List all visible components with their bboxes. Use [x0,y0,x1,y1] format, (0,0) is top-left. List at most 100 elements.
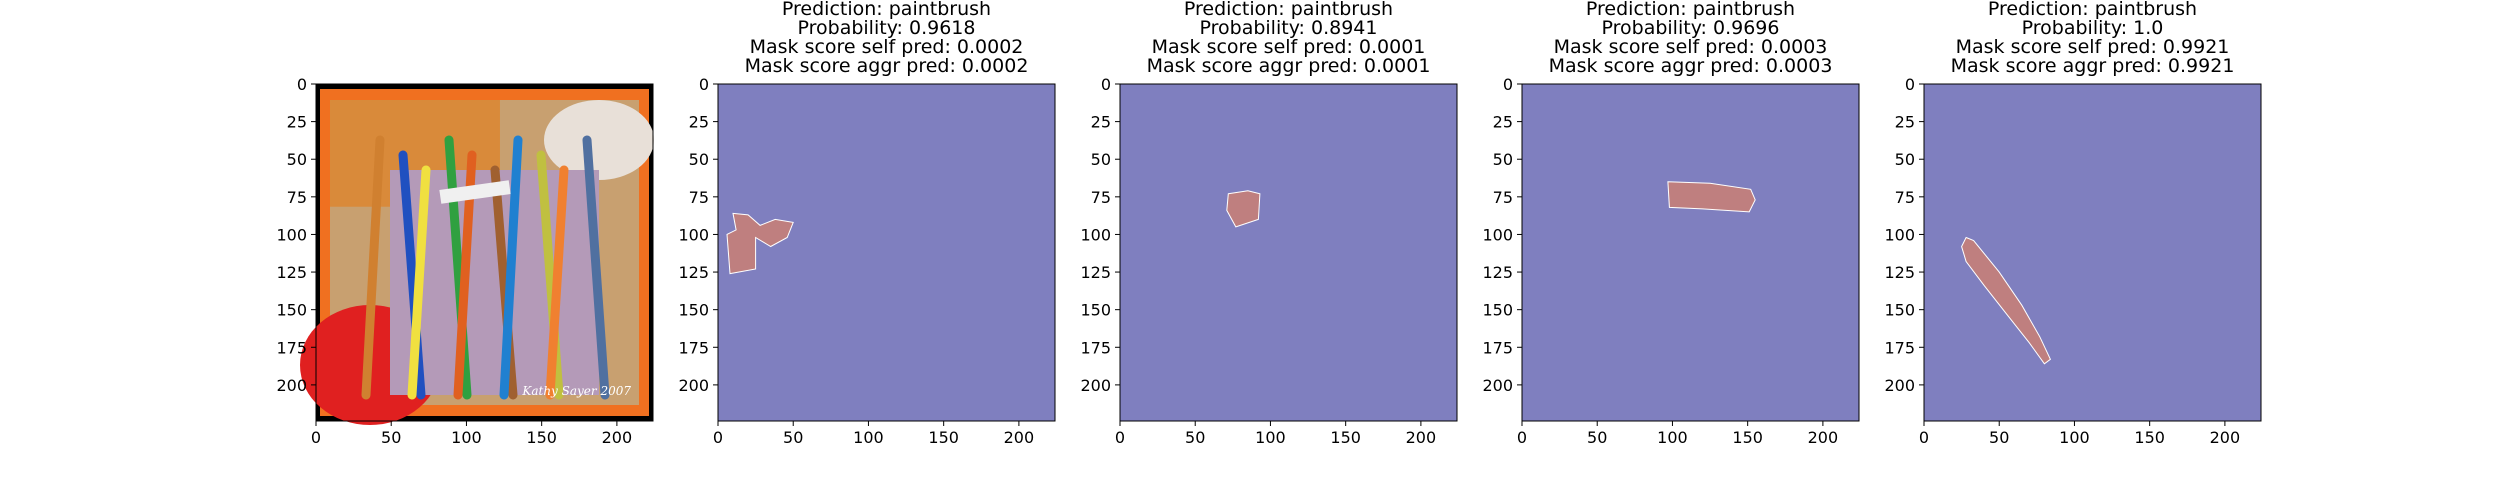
x-tick-label: 50 [1185,428,1205,447]
axes-frame [1119,83,1458,422]
subplot-title-line: Prediction: paintbrush [1586,0,1795,20]
y-tick-label: 175 [1080,338,1111,357]
photo-brush [499,135,523,400]
x-tick-label: 100 [2059,428,2090,447]
x-tick-label: 150 [2134,428,2165,447]
y-tick-label: 0 [699,75,709,94]
x-tick-label: 200 [602,428,633,447]
subplot-title-line: Mask score aggr pred: 0.0003 [1549,55,1833,77]
y-tick-label: 200 [678,376,709,395]
subplot-title-line: Probability: 1.0 [2022,17,2164,39]
y-tick-label: 150 [276,301,307,320]
y-tick-label: 75 [287,188,307,207]
y-tick-label: 200 [1482,376,1513,395]
y-tick-label: 50 [1091,150,1111,169]
mask-region [1961,236,2052,365]
y-tick-label: 25 [1895,113,1915,132]
photo-brush [582,135,610,400]
x-tick-label: 200 [1004,428,1035,447]
photo-brush [361,135,385,400]
photo-brush [545,165,569,400]
y-tick-label: 175 [1884,338,1915,357]
x-tick-label: 50 [381,428,401,447]
subplot-title-line: Mask score aggr pred: 0.0002 [745,55,1029,77]
y-tick-label: 150 [678,301,709,320]
photo-watermark: Kathy Sayer 2007 [521,384,631,398]
y-tick-label: 100 [678,225,709,244]
subplot-title-line: Probability: 0.8941 [1200,17,1378,39]
subplot-1: Kathy Sayer 2007 0 50 100 150 200 0 25 50 75 100 12… [276,75,654,447]
subplot-2: 0 50 100 150 200 0 25 50 75 100 125 150 175 200 Predic… [678,0,1056,447]
photo-brush [407,165,431,400]
y-tick-label: 25 [689,113,709,132]
y-tick-label: 125 [1080,263,1111,282]
subplot-3: 0 50 100 150 200 0 25 50 75 100 125 150 175 200 Predic… [1080,0,1458,447]
y-tick-label: 100 [1482,225,1513,244]
x-tick-label: 0 [713,428,723,447]
y-tick-label: 200 [276,376,307,395]
y-tick-label: 100 [276,225,307,244]
y-tick-label: 75 [1091,188,1111,207]
x-tick-label: 100 [853,428,884,447]
y-tick-label: 25 [1493,113,1513,132]
subplot-title-line: Mask score self pred: 0.0002 [750,36,1024,58]
subplot-title-line: Prediction: paintbrush [1184,0,1393,20]
subplot-title-line: Prediction: paintbrush [782,0,991,20]
subplot-title-line: Probability: 0.9618 [798,17,976,39]
mask-region [726,212,794,275]
axes-frame [315,83,654,422]
x-tick-label: 150 [1732,428,1763,447]
y-tick-label: 50 [1493,150,1513,169]
x-tick-label: 0 [311,428,321,447]
y-tick-label: 200 [1080,376,1111,395]
y-tick-label: 0 [1101,75,1111,94]
y-tick-label: 100 [1080,225,1111,244]
axes-frame [1521,83,1860,422]
subplot-4: 0 50 100 150 200 0 25 50 75 100 125 150 175 200 Predic… [1482,0,1860,447]
x-tick-label: 50 [783,428,803,447]
y-tick-label: 50 [1895,150,1915,169]
y-tick-label: 0 [1905,75,1915,94]
subplot-title-line: Mask score aggr pred: 0.0001 [1147,55,1431,77]
x-tick-label: 0 [1919,428,1929,447]
y-tick-label: 0 [1503,75,1513,94]
mask-region [1667,181,1756,213]
y-tick-label: 175 [678,338,709,357]
x-tick-label: 150 [1330,428,1361,447]
y-tick-label: 75 [1493,188,1513,207]
y-tick-label: 150 [1482,301,1513,320]
y-tick-label: 200 [1884,376,1915,395]
photo-white-brush [439,180,511,204]
y-tick-label: 100 [1884,225,1915,244]
x-tick-label: 200 [1808,428,1839,447]
x-tick-label: 200 [1406,428,1437,447]
y-tick-label: 125 [1884,263,1915,282]
subplot-title-line: Prediction: paintbrush [1988,0,2197,20]
y-tick-label: 75 [689,188,709,207]
y-tick-label: 150 [1080,301,1111,320]
y-tick-label: 50 [287,150,307,169]
photo-bucket-rim [544,100,654,180]
y-tick-label: 125 [276,263,307,282]
mask-background [718,84,1055,421]
y-tick-label: 50 [689,150,709,169]
y-tick-label: 0 [297,75,307,94]
axes-frame [1923,83,2262,422]
subplot-title-line: Probability: 0.9696 [1602,17,1780,39]
mask-region [1226,190,1261,228]
mask-background [1522,84,1859,421]
x-tick-label: 100 [1255,428,1286,447]
y-tick-label: 125 [678,263,709,282]
y-tick-label: 75 [1895,188,1915,207]
y-tick-label: 125 [1482,263,1513,282]
subplot-title-line: Mask score self pred: 0.0003 [1554,36,1828,58]
x-tick-label: 150 [526,428,557,447]
x-tick-label: 150 [928,428,959,447]
x-tick-label: 100 [1657,428,1688,447]
y-tick-label: 25 [287,113,307,132]
subplot-title-line: Mask score self pred: 0.0001 [1152,36,1426,58]
subplot-title-line: Mask score aggr pred: 0.9921 [1951,55,2235,77]
y-tick-label: 150 [1884,301,1915,320]
x-tick-label: 50 [1587,428,1607,447]
